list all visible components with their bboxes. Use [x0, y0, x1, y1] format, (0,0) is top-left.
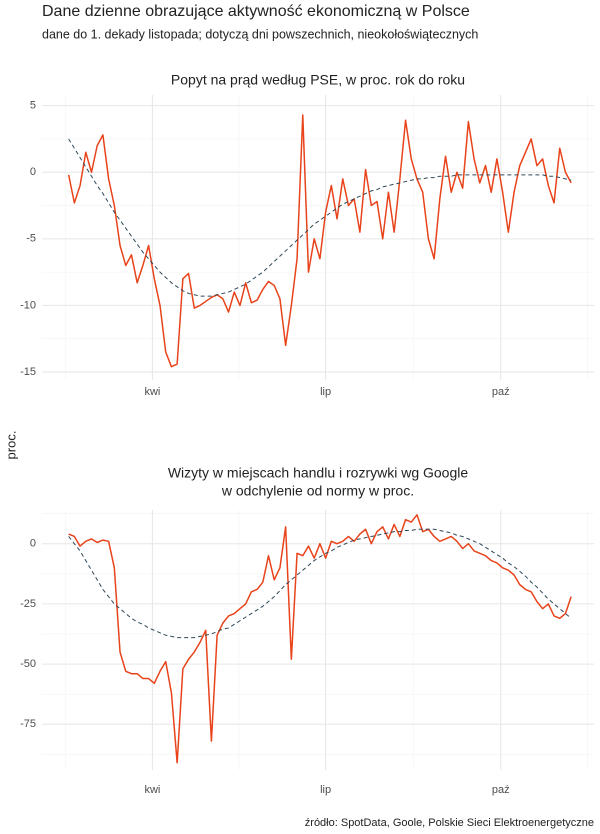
y-axis-label: proc. — [3, 431, 18, 460]
source: źródło: SpotData, Goole, Polskie Sieci E… — [305, 817, 594, 829]
y-tick-label: -50 — [20, 658, 36, 670]
data-line — [68, 514, 572, 764]
trend-line — [68, 138, 572, 297]
x-tick-label: paź — [492, 386, 510, 398]
y-tick-label: 0 — [30, 538, 36, 550]
x-tick-label: kwi — [144, 386, 160, 398]
data-line — [67, 114, 572, 368]
panel-title: Wizyty w miejscach handlu i rozrywki wg … — [168, 465, 469, 481]
y-tick-label: 5 — [30, 100, 36, 112]
x-tick-label: kwi — [144, 784, 160, 796]
y-tick-label: -5 — [26, 233, 36, 245]
x-tick-label: lip — [320, 784, 331, 796]
trend-line — [68, 528, 572, 639]
subtitle: dane do 1. dekady listopada; dotyczą dni… — [42, 27, 478, 41]
panel-title: Popyt na prąd według PSE, w proc. rok do… — [171, 72, 465, 88]
y-tick-label: -15 — [20, 366, 36, 378]
x-tick-label: lip — [320, 386, 331, 398]
y-tick-label: -25 — [20, 598, 36, 610]
x-tick-label: paź — [492, 784, 510, 796]
panel-title: w odchylenie od normy w proc. — [221, 483, 414, 499]
y-tick-label: -75 — [20, 718, 36, 730]
y-tick-label: 0 — [30, 166, 36, 178]
y-tick-label: -10 — [20, 299, 36, 311]
main-title: Dane dzienne obrazujące aktywność ekonom… — [42, 3, 470, 20]
